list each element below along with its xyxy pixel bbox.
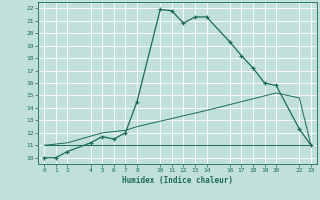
X-axis label: Humidex (Indice chaleur): Humidex (Indice chaleur) <box>122 176 233 185</box>
